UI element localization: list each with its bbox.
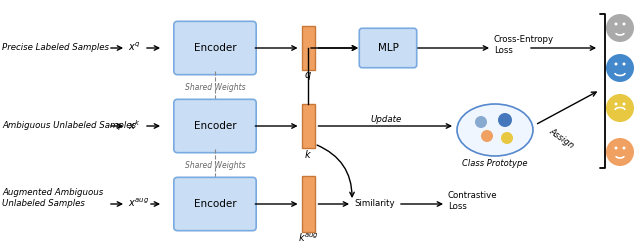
- Circle shape: [498, 113, 512, 127]
- Text: Encoder: Encoder: [194, 43, 236, 53]
- Text: Precise Labeled Samples: Precise Labeled Samples: [2, 44, 109, 52]
- Ellipse shape: [457, 104, 533, 156]
- Text: Assign: Assign: [548, 126, 576, 150]
- Circle shape: [475, 116, 487, 128]
- Circle shape: [623, 103, 625, 106]
- Circle shape: [606, 14, 634, 42]
- FancyBboxPatch shape: [359, 28, 417, 68]
- Circle shape: [481, 130, 493, 142]
- Circle shape: [606, 54, 634, 82]
- Circle shape: [614, 62, 618, 66]
- Circle shape: [606, 94, 634, 122]
- Text: Ambiguous Unlabeled Samples: Ambiguous Unlabeled Samples: [2, 121, 136, 131]
- Text: MLP: MLP: [378, 43, 399, 53]
- Circle shape: [623, 22, 625, 25]
- Circle shape: [623, 146, 625, 149]
- Circle shape: [623, 62, 625, 66]
- FancyBboxPatch shape: [174, 21, 256, 75]
- Circle shape: [606, 138, 634, 166]
- Bar: [301, 104, 314, 148]
- FancyBboxPatch shape: [174, 99, 256, 153]
- Text: Contrastive
Loss: Contrastive Loss: [448, 191, 498, 211]
- FancyBboxPatch shape: [174, 177, 256, 231]
- Text: Shared Weights: Shared Weights: [185, 161, 245, 170]
- Text: Encoder: Encoder: [194, 199, 236, 209]
- Bar: [301, 26, 314, 70]
- Text: $x^k$: $x^k$: [128, 118, 141, 132]
- Text: $k^{aug}$: $k^{aug}$: [298, 232, 319, 244]
- Text: Encoder: Encoder: [194, 121, 236, 131]
- Text: Cross-Entropy
Loss: Cross-Entropy Loss: [494, 35, 554, 55]
- Text: Class Prototype: Class Prototype: [462, 160, 528, 169]
- Circle shape: [614, 22, 618, 25]
- Text: Similarity: Similarity: [354, 200, 395, 208]
- Text: $q$: $q$: [304, 70, 312, 82]
- Bar: [301, 176, 314, 232]
- Text: Augmented Ambiguous
Unlabeled Samples: Augmented Ambiguous Unlabeled Samples: [2, 188, 103, 208]
- Text: Shared Weights: Shared Weights: [185, 82, 245, 91]
- Circle shape: [501, 132, 513, 144]
- Text: $x^q$: $x^q$: [128, 41, 141, 53]
- Text: $k$: $k$: [304, 148, 312, 160]
- Circle shape: [614, 146, 618, 149]
- Text: $x^{aug}$: $x^{aug}$: [128, 197, 149, 209]
- Text: Update: Update: [370, 115, 401, 124]
- Circle shape: [614, 103, 618, 106]
